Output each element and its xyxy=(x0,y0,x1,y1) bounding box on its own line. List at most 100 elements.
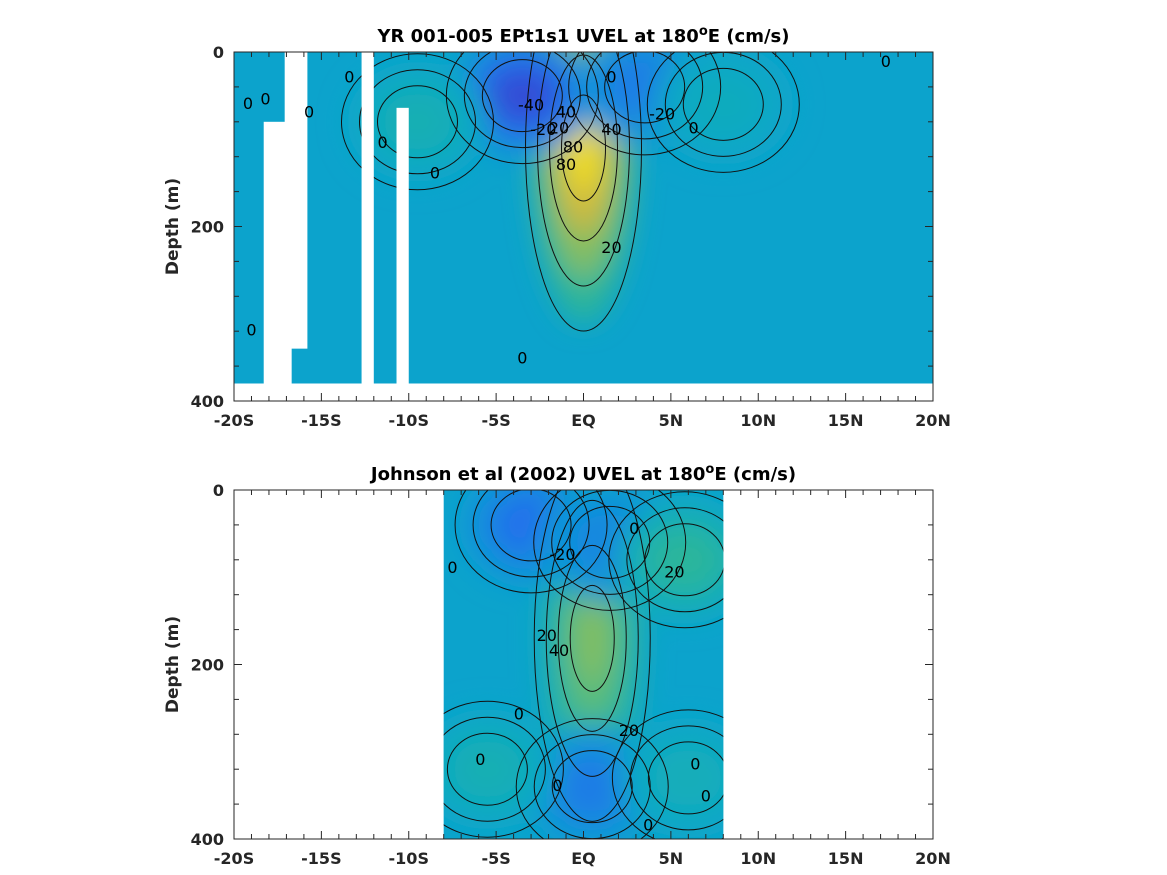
contour-label: 0 xyxy=(430,164,440,183)
velocity-core-jet xyxy=(576,593,609,684)
x-tick-label: 5N xyxy=(659,849,684,868)
x-tick-label: 15N xyxy=(828,849,864,868)
y-tick-label: 400 xyxy=(191,830,224,849)
x-tick-label: EQ xyxy=(571,411,596,430)
title-degree-sup: o xyxy=(705,462,714,477)
x-tick-label: -10S xyxy=(389,849,429,868)
x-tick-label: -5S xyxy=(481,411,510,430)
contour-line xyxy=(445,52,599,165)
contour-line xyxy=(472,490,590,578)
contour-label: 40 xyxy=(549,641,569,660)
contour-line xyxy=(551,750,633,824)
contour-label: 0 xyxy=(260,89,270,108)
contour-line xyxy=(569,584,615,692)
velocity-core-eastward xyxy=(453,741,522,798)
x-tick-label: EQ xyxy=(571,849,596,868)
contour-line xyxy=(454,490,608,594)
title-text: YR 001-005 EPt1s1 UVEL at 180 xyxy=(376,26,698,47)
contour-line xyxy=(515,718,669,839)
contour-line xyxy=(481,59,563,133)
velocity-core-eastward xyxy=(689,76,758,133)
contour-label: 0 xyxy=(552,776,562,795)
y-tick-label: 0 xyxy=(213,43,224,62)
y-tick-label: 0 xyxy=(213,481,224,500)
missing-data-mask xyxy=(396,107,409,384)
x-tick-label: 20N xyxy=(915,849,951,868)
contour-label: 80 xyxy=(563,137,583,156)
y-axis-label: Depth (m) xyxy=(163,178,183,275)
contour-line xyxy=(340,53,494,191)
velocity-core-eastward xyxy=(383,93,452,150)
y-axis-label: Depth (m) xyxy=(163,616,183,713)
x-tick-label: -10S xyxy=(389,411,429,430)
x-tick-label: 10N xyxy=(740,849,776,868)
x-tick-label: -20S xyxy=(214,849,254,868)
title-text: Johnson et al (2002) UVEL at 180 xyxy=(369,464,706,485)
contour-line xyxy=(376,85,458,159)
panel-title: YR 001-005 EPt1s1 UVEL at 180oE (cm/s) xyxy=(376,24,789,47)
contour-label: 0 xyxy=(643,815,653,834)
x-tick-label: 15N xyxy=(828,411,864,430)
title-degree-sup: o xyxy=(699,24,708,39)
contour-label: 0 xyxy=(629,519,639,538)
x-tick-label: -5S xyxy=(481,849,510,868)
contour-label: 80 xyxy=(556,155,576,174)
contour-label: 0 xyxy=(246,321,256,340)
contour-label: -40 xyxy=(518,96,544,115)
contour-line xyxy=(629,725,724,831)
contour-label: 0 xyxy=(688,118,698,137)
contour-line xyxy=(443,716,546,822)
y-tick-label: 200 xyxy=(191,218,224,237)
contour-label: 0 xyxy=(606,68,616,87)
contour-label: 0 xyxy=(304,103,314,122)
contour-label: 20 xyxy=(664,562,684,581)
contour-line xyxy=(644,523,724,597)
contour-label: 0 xyxy=(701,787,711,806)
contour-line xyxy=(611,709,724,839)
contour-label: 0 xyxy=(447,558,457,577)
contour-line xyxy=(446,732,528,806)
contour-label: -20 xyxy=(549,545,575,564)
x-tick-label: 20N xyxy=(915,411,951,430)
contour-label: 0 xyxy=(517,349,527,368)
contour-line xyxy=(568,52,722,156)
contour-label: 20 xyxy=(601,238,621,257)
velocity-core-eastward xyxy=(650,531,719,588)
contour-label: 0 xyxy=(377,133,387,152)
contour-label: 40 xyxy=(556,103,576,122)
x-tick-label: 10N xyxy=(740,411,776,430)
title-tail: E (cm/s) xyxy=(714,464,796,485)
contour-label: 20 xyxy=(619,721,639,740)
velocity-core-eastward xyxy=(654,749,723,806)
contour-line xyxy=(537,52,630,287)
contour-line xyxy=(646,52,800,173)
contour-line xyxy=(463,52,581,149)
contour-label: 0 xyxy=(690,754,700,773)
contour-line xyxy=(358,69,476,175)
contour-line xyxy=(647,741,724,815)
contour-label: -20 xyxy=(649,104,675,123)
contour-line xyxy=(533,490,651,822)
contour-line xyxy=(490,490,572,562)
contour-line xyxy=(626,507,724,613)
missing-data-mask xyxy=(361,52,374,384)
contour-label: 0 xyxy=(344,68,354,87)
contour-line xyxy=(545,499,639,777)
contour-label: 0 xyxy=(243,94,253,113)
y-tick-label: 400 xyxy=(191,392,224,411)
contour-label: -20 xyxy=(530,120,556,139)
contour-label: 0 xyxy=(514,705,524,724)
contour-label: 20 xyxy=(537,626,557,645)
contour-line xyxy=(561,94,606,202)
x-tick-label: -20S xyxy=(214,411,254,430)
contour-line xyxy=(608,491,724,629)
y-tick-label: 200 xyxy=(191,656,224,675)
contour-label: 40 xyxy=(601,120,621,139)
title-tail: E (cm/s) xyxy=(708,26,790,47)
panel-title: Johnson et al (2002) UVEL at 180oE (cm/s… xyxy=(369,462,796,485)
contour-line xyxy=(604,52,686,124)
